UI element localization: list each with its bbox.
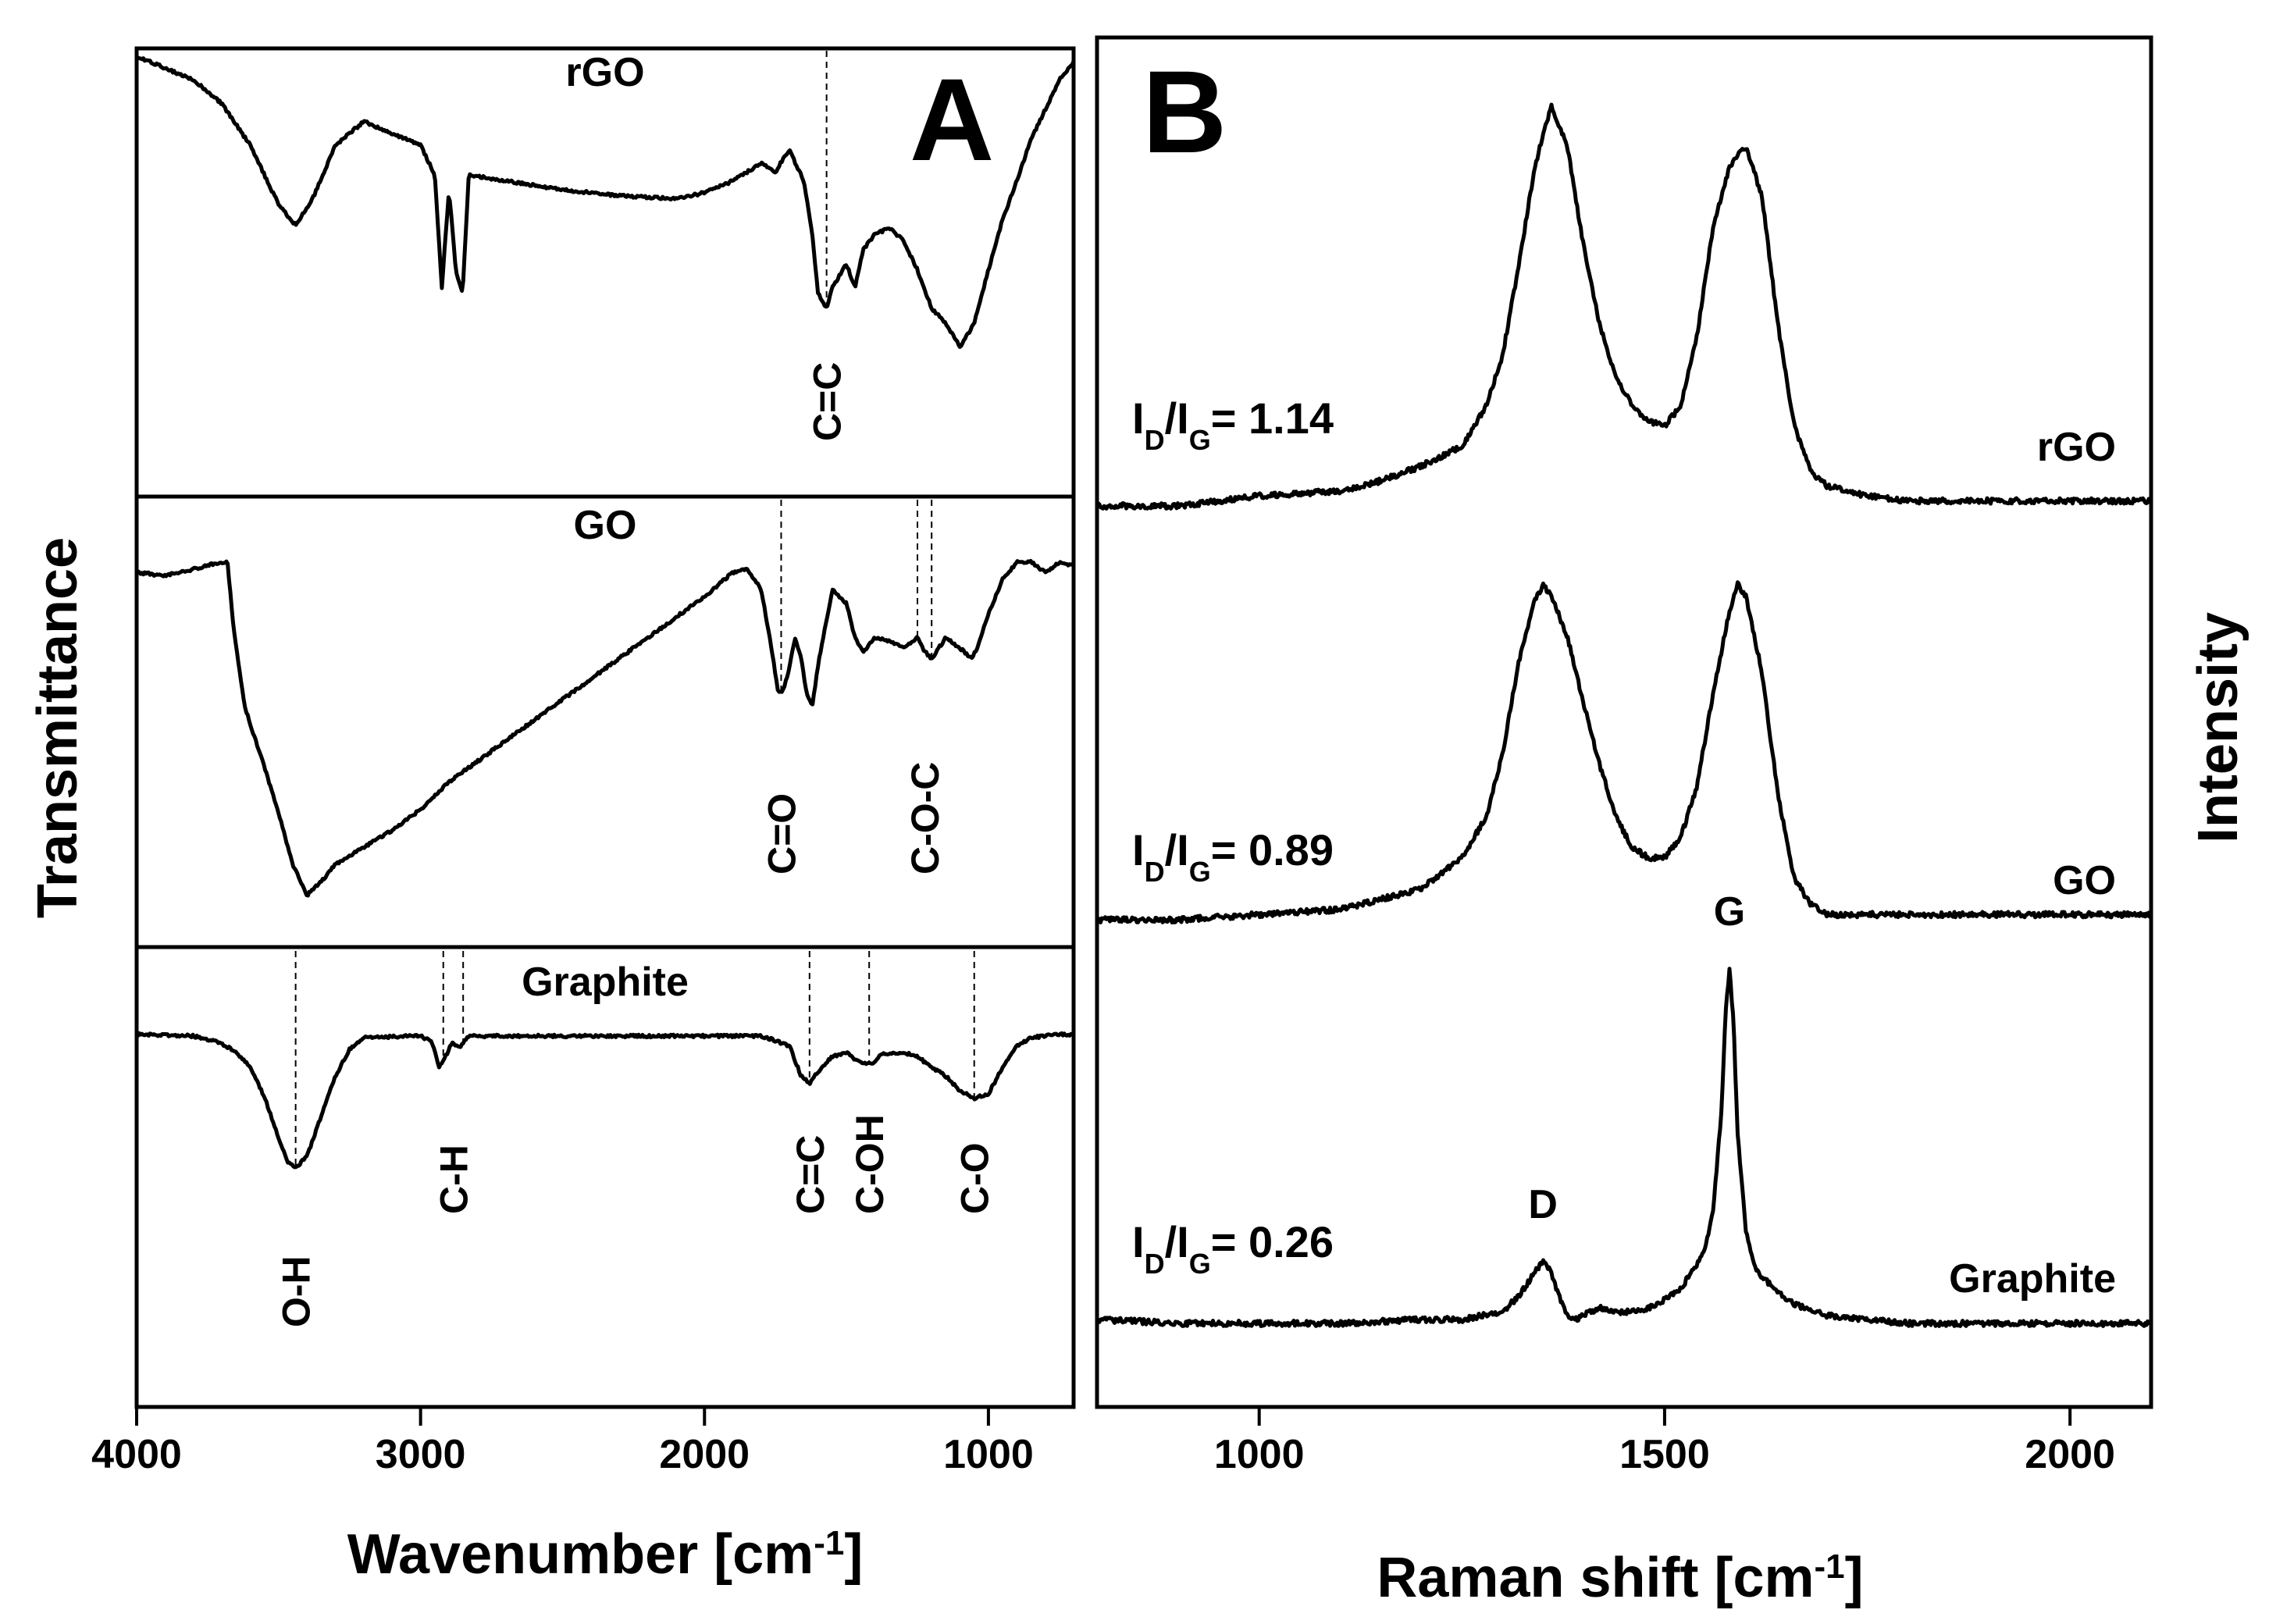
panel-b-ratio-i2: I <box>1177 825 1189 874</box>
panel-a-trace-rgo <box>134 55 1076 349</box>
panel-b-x-axis-title-text: Raman shift [cm <box>1377 1547 1814 1609</box>
panel-b-ratio-slash: / <box>1165 394 1177 443</box>
panel-a-annotation-c-oh: C-OH <box>848 1114 892 1214</box>
panel-a-x-axis-title-text: Wavenumber [cm <box>347 1523 814 1586</box>
panel-b-frame <box>1095 35 2153 1409</box>
panel-b-ratio-i2: I <box>1177 1217 1189 1266</box>
panel-b-x-tick-label-2000: 2000 <box>2025 1432 2115 1477</box>
panel-b-trace-rgo <box>1095 102 2153 511</box>
panel-b-x-tick-label-1000: 1000 <box>1214 1432 1305 1477</box>
panel-a-annotation-c-o: C-O <box>953 1142 997 1214</box>
panel-a-x-tick-label-4000: 4000 <box>91 1432 182 1477</box>
panel-b-x-axis-title-close: ] <box>1845 1547 1864 1609</box>
panel-b-ratio-value: = 0.89 <box>1211 825 1334 874</box>
panel-a-x-tick-label-1000: 1000 <box>943 1432 1034 1477</box>
panel-b-ratio-value: = 0.26 <box>1211 1217 1334 1266</box>
panel-a-x-axis-title: Wavenumber [cm-1] <box>347 1523 864 1586</box>
panel-a-ftir: rGO GO Graphite C=C C=O C-O-C O-H C-H C=C C-OH C-O… <box>27 46 1076 1586</box>
panel-a-annotation-o-h: O-H <box>275 1255 319 1327</box>
panel-b-ratio-go: ID/IG= 0.89 <box>1132 825 1334 888</box>
panel-a-y-axis-title: Transmittance <box>27 537 89 918</box>
panel-b-ratio-i: I <box>1132 825 1145 874</box>
panel-b-trace-label-rgo: rGO <box>2037 425 2116 470</box>
panel-a-frame <box>134 46 1076 1409</box>
panel-a-trace-label-go: GO <box>574 503 637 548</box>
panel-b-trace-go <box>1095 580 2153 924</box>
panel-a-trace-graphite <box>134 1031 1076 1170</box>
panel-a-trace-label-graphite: Graphite <box>522 960 689 1005</box>
panel-a-x-tick-label-2000: 2000 <box>659 1432 750 1477</box>
panel-a-annotation-c-h: C-H <box>432 1145 476 1214</box>
panel-b-peak-label-d: D <box>1528 1182 1558 1227</box>
panel-a-trace-go <box>134 558 1076 898</box>
panel-b-ratio-sub-g: G <box>1189 1248 1211 1280</box>
panel-b-x-axis-title: Raman shift [cm-1] <box>1377 1547 1863 1609</box>
panel-b-ratio-slash: / <box>1165 825 1177 874</box>
panel-a-trace-label-rgo: rGO <box>565 50 644 95</box>
panel-b-ratio-sub-g: G <box>1189 424 1211 456</box>
panel-b-ratio-sub-d: D <box>1145 424 1165 456</box>
panel-b-peak-label-g: G <box>1714 889 1745 935</box>
panel-b-ratio-i: I <box>1132 1217 1145 1266</box>
panel-a-annotation-c-o: C=O <box>760 793 803 874</box>
panel-a-x-tick-label-3000: 3000 <box>376 1432 466 1477</box>
panel-b-x-tick-label-1500: 1500 <box>1619 1432 1710 1477</box>
panel-a-letter: A <box>910 54 994 185</box>
panel-a-x-axis-title-sup: -1 <box>814 1524 844 1562</box>
panel-a-annotation-c-c: C=C <box>806 362 850 441</box>
panel-b-trace-label-graphite: Graphite <box>1949 1256 2116 1302</box>
panel-a-annotation-c-o-c: C-O-C <box>903 762 947 874</box>
panel-b-ratio-i: I <box>1132 394 1145 443</box>
panel-b-trace-label-go: GO <box>2053 858 2116 903</box>
panel-b-ratio-sub-d: D <box>1145 856 1165 888</box>
panel-a-x-axis-title-close: ] <box>844 1523 863 1586</box>
panel-b-ratio-slash: / <box>1165 1217 1177 1266</box>
panel-b-ratio-value: = 1.14 <box>1211 394 1334 443</box>
panel-b-letter: B <box>1142 46 1227 177</box>
panel-b-ratio-i2: I <box>1177 394 1189 443</box>
panel-b-ratio-sub-d: D <box>1145 1248 1165 1280</box>
panel-b-trace-graphite <box>1095 967 2153 1328</box>
panel-b-ratio-rgo: ID/IG= 1.14 <box>1132 394 1334 456</box>
panel-b-x-axis-title-sup: -1 <box>1815 1547 1845 1586</box>
panel-a-annotation-c-c: C=C <box>789 1135 832 1214</box>
panel-b-ratio-sub-g: G <box>1189 856 1211 888</box>
panel-b-y-axis-title: Intensity <box>2187 612 2249 843</box>
panel-b-ratio-graphite: ID/IG= 0.26 <box>1132 1217 1334 1280</box>
